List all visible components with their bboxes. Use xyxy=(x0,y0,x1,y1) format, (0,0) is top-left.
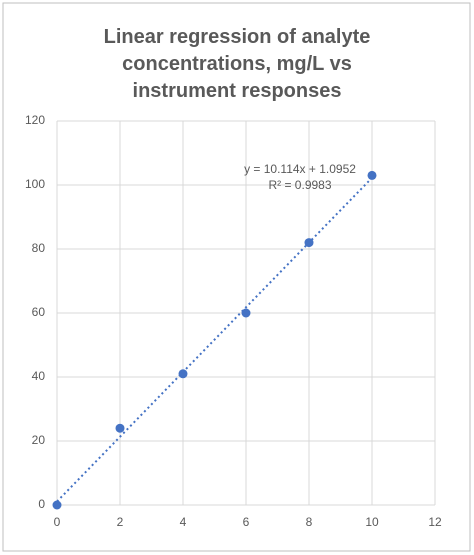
data-point xyxy=(115,423,125,433)
y-tick-label: 120 xyxy=(25,113,45,127)
x-tick-label: 8 xyxy=(306,515,313,529)
y-tick-label: 60 xyxy=(32,305,46,319)
x-tick-label: 6 xyxy=(243,515,250,529)
x-tick-label: 0 xyxy=(54,515,61,529)
data-point xyxy=(241,308,251,318)
y-tick-label: 20 xyxy=(32,433,46,447)
y-tick-label: 40 xyxy=(32,369,46,383)
y-tick-label: 100 xyxy=(25,177,45,191)
x-tick-label: 10 xyxy=(365,515,379,529)
trendline-equation: y = 10.114x + 1.0952 xyxy=(244,162,356,176)
data-point xyxy=(52,500,62,510)
trendline-equation: R² = 0.9983 xyxy=(268,178,331,192)
data-point xyxy=(304,238,314,248)
x-tick-label: 2 xyxy=(117,515,124,529)
y-tick-label: 80 xyxy=(32,241,46,255)
trendline xyxy=(56,177,373,503)
x-tick-label: 12 xyxy=(428,515,442,529)
chart-title: Linear regression of analyte concentrati… xyxy=(103,26,371,102)
data-point xyxy=(178,369,188,379)
y-tick-label: 0 xyxy=(38,497,45,511)
data-point xyxy=(367,170,377,180)
x-tick-label: 4 xyxy=(180,515,187,529)
